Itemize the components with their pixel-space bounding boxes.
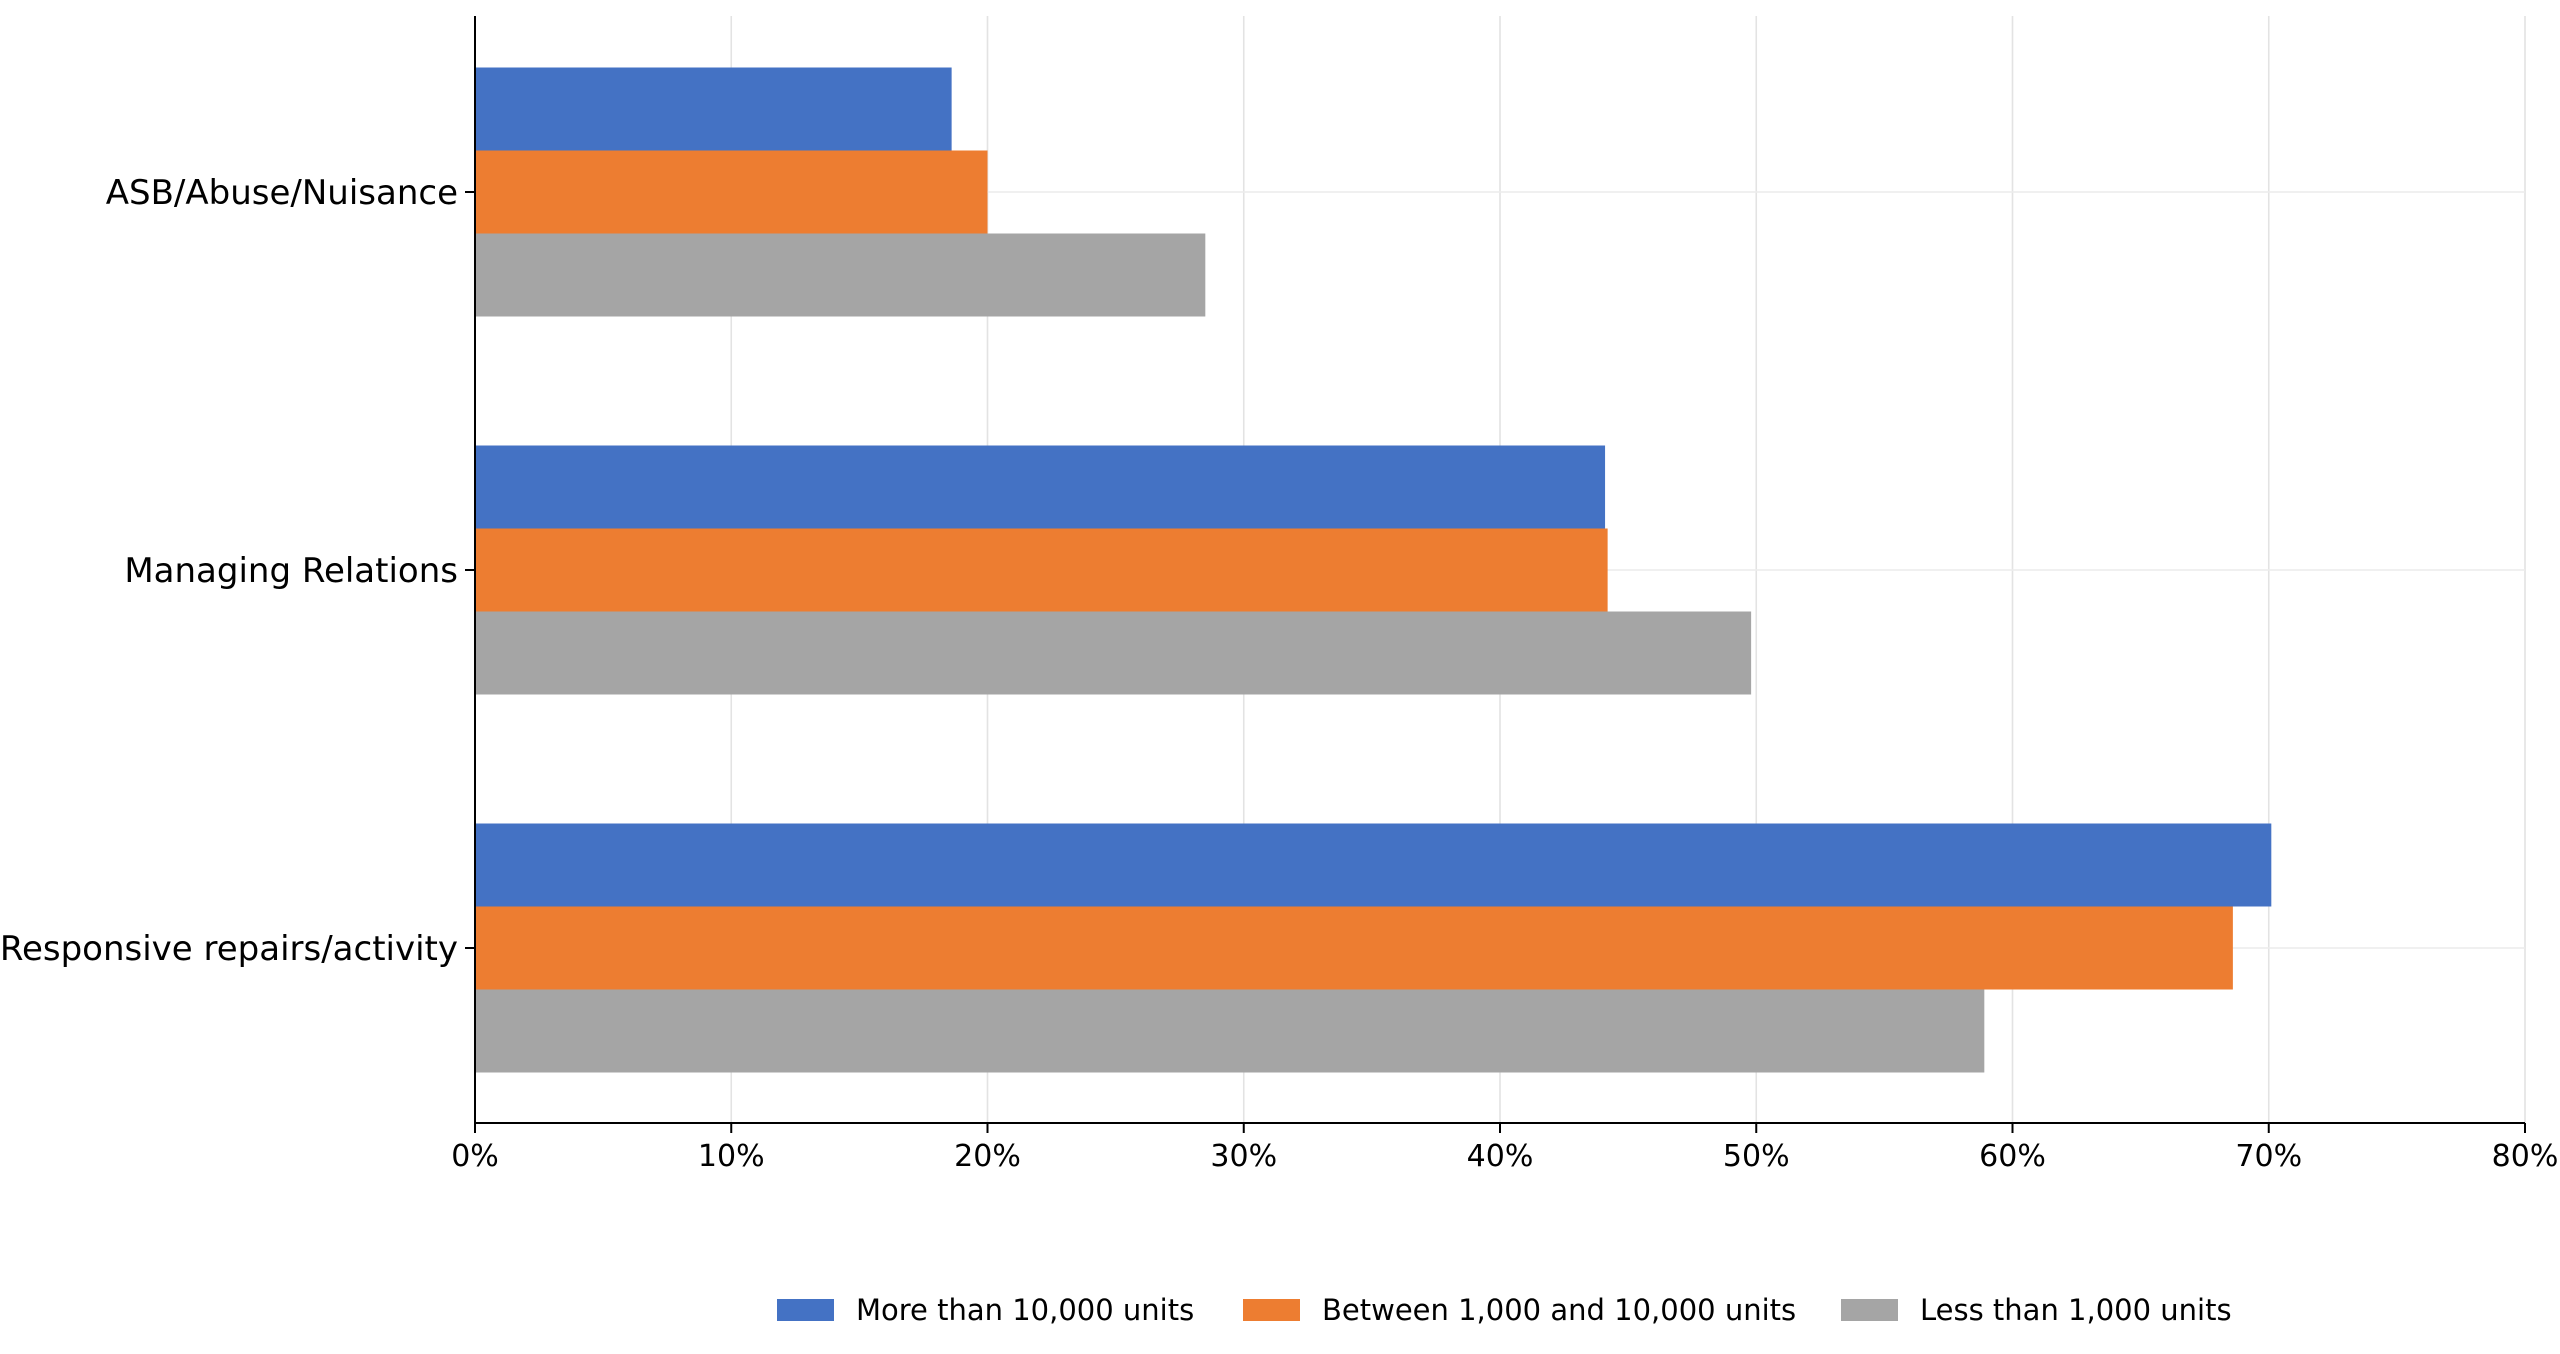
x-tick-labels: 0% 10% 20% 30% 40% 50% 60% 70% 80% [451,1139,2558,1174]
bar [475,906,2233,990]
category-label: ASB/Abuse/Nuisance [106,173,458,213]
category-label: Managing Relations [124,551,458,591]
bar [475,611,1752,695]
x-tick-label: 10% [698,1139,765,1174]
x-tick-label: 40% [1467,1139,1534,1174]
legend-label: More than 10,000 units [856,1293,1194,1327]
bar [475,823,2272,907]
legend-label: Between 1,000 and 10,000 units [1322,1293,1796,1327]
legend: More than 10,000 units Between 1,000 and … [777,1293,2232,1327]
x-tick-label: 80% [2492,1139,2559,1174]
bar [475,445,1606,529]
legend-swatch [777,1299,834,1321]
x-tick-label: 70% [2235,1139,2302,1174]
legend-label: Less than 1,000 units [1920,1293,2232,1327]
legend-swatch [1841,1299,1898,1321]
x-tick-label: 30% [1210,1139,1277,1174]
bar [475,233,1206,317]
bar [475,150,988,234]
bar [475,67,952,151]
axes [465,16,2526,1133]
bars [475,67,2272,1073]
bar [475,989,1985,1073]
category-label: Responsive repairs/activity [0,929,458,969]
legend-swatch [1243,1299,1300,1321]
x-tick-label: 50% [1723,1139,1790,1174]
bar [475,528,1608,612]
x-tick-label: 60% [1979,1139,2046,1174]
x-tick-label: 0% [451,1139,499,1174]
x-tick-label: 20% [954,1139,1021,1174]
category-labels: ASB/Abuse/Nuisance Managing Relations Resp… [0,173,458,969]
